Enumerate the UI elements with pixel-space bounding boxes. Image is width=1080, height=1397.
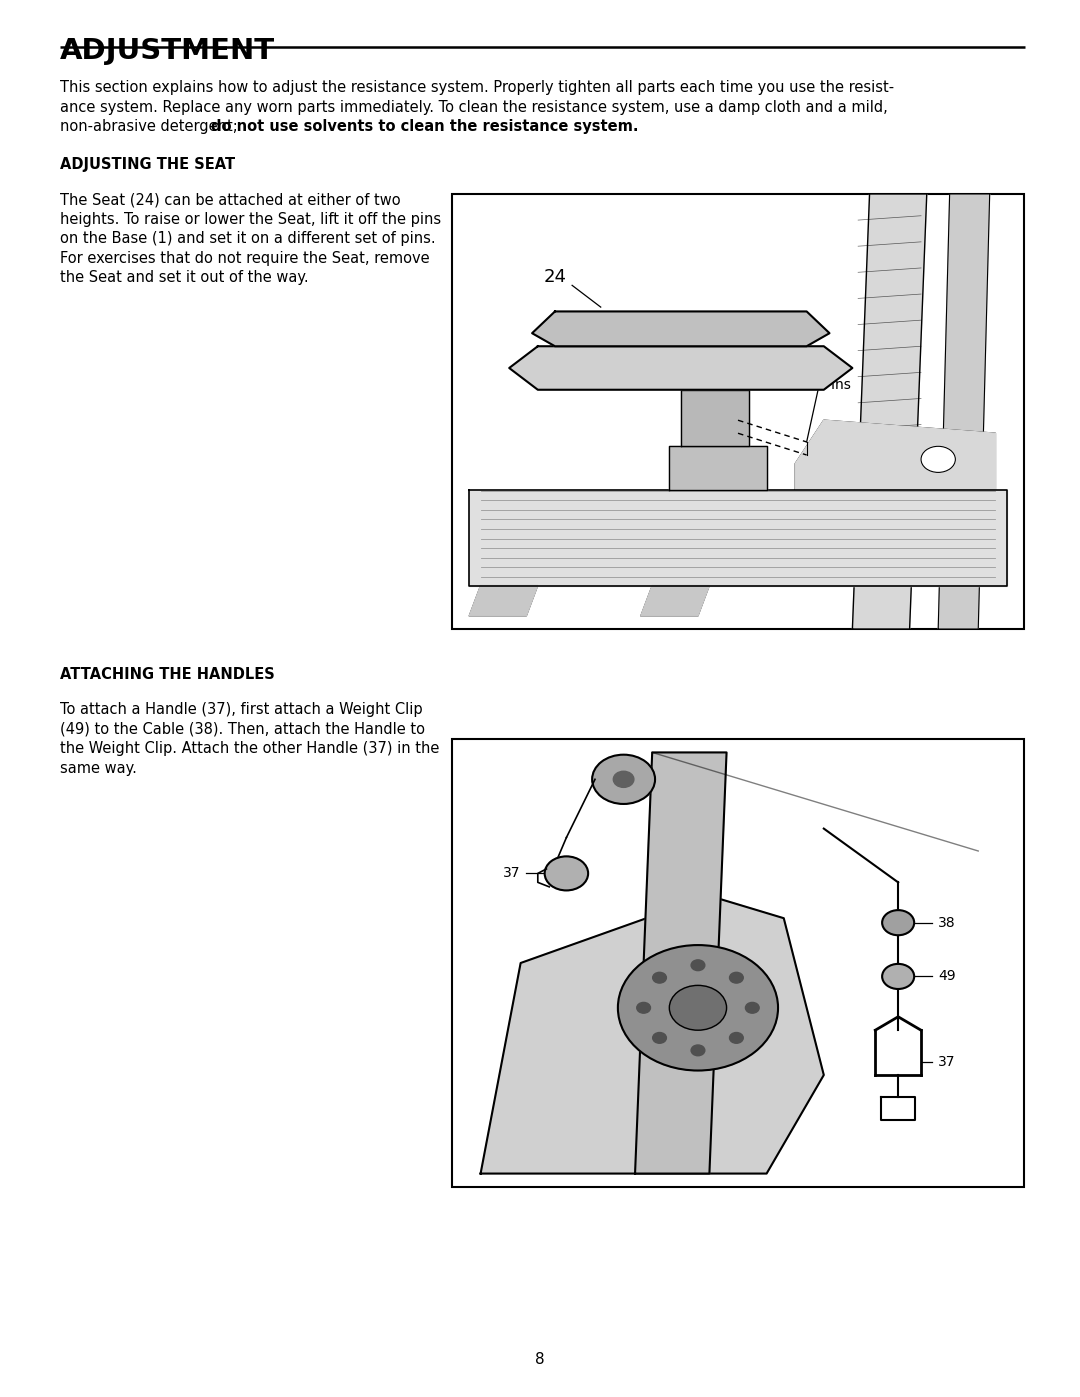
Circle shape	[882, 964, 914, 989]
Text: This section explains how to adjust the resistance system. Properly tighten all : This section explains how to adjust the …	[60, 80, 894, 95]
Text: on the Base (1) and set it on a different set of pins.: on the Base (1) and set it on a differen…	[60, 231, 435, 246]
Text: 49: 49	[939, 970, 956, 983]
Bar	[453, 194, 1024, 629]
Circle shape	[691, 1045, 705, 1056]
Circle shape	[729, 972, 743, 983]
Text: (49) to the Cable (38). Then, attach the Handle to: (49) to the Cable (38). Then, attach the…	[60, 721, 426, 736]
Text: 37: 37	[503, 866, 521, 880]
Circle shape	[921, 446, 956, 472]
Circle shape	[613, 771, 634, 788]
Circle shape	[745, 1003, 759, 1013]
Circle shape	[592, 754, 656, 803]
Text: 37: 37	[939, 1055, 956, 1069]
Bar	[453, 739, 1024, 1187]
Text: ATTACHING THE HANDLES: ATTACHING THE HANDLES	[60, 666, 274, 682]
Circle shape	[544, 856, 589, 890]
Circle shape	[652, 972, 666, 983]
Text: the Weight Clip. Attach the other Handle (37) in the: the Weight Clip. Attach the other Handle…	[60, 740, 440, 756]
Polygon shape	[481, 895, 824, 1173]
Text: To attach a Handle (37), first attach a Weight Clip: To attach a Handle (37), first attach a …	[60, 703, 422, 717]
Text: ADJUSTING THE SEAT: ADJUSTING THE SEAT	[60, 156, 235, 172]
Circle shape	[670, 985, 727, 1030]
Polygon shape	[469, 490, 1007, 585]
Text: 8: 8	[536, 1352, 544, 1368]
Polygon shape	[469, 585, 538, 616]
Circle shape	[691, 960, 705, 971]
Circle shape	[729, 1032, 743, 1044]
Polygon shape	[532, 312, 829, 346]
Text: 38: 38	[939, 915, 956, 929]
Text: ADJUSTMENT: ADJUSTMENT	[60, 36, 275, 66]
Text: 1: 1	[745, 469, 754, 483]
Polygon shape	[939, 194, 989, 629]
Text: ance system. Replace any worn parts immediately. To clean the resistance system,: ance system. Replace any worn parts imme…	[60, 99, 888, 115]
Text: heights. To raise or lower the Seat, lift it off the pins: heights. To raise or lower the Seat, lif…	[60, 211, 441, 226]
Polygon shape	[635, 753, 727, 1173]
Polygon shape	[640, 585, 710, 616]
Text: The Seat (24) can be attached at either of two: The Seat (24) can be attached at either …	[60, 191, 401, 207]
Text: For exercises that do not require the Seat, remove: For exercises that do not require the Se…	[60, 250, 430, 265]
Circle shape	[637, 1003, 650, 1013]
Circle shape	[652, 1032, 666, 1044]
Text: the Seat and set it out of the way.: the Seat and set it out of the way.	[60, 270, 309, 285]
Text: 24: 24	[543, 268, 566, 285]
Text: same way.: same way.	[60, 760, 137, 775]
Polygon shape	[680, 390, 750, 446]
Text: Pins: Pins	[824, 379, 852, 393]
Circle shape	[618, 946, 778, 1070]
Text: do not use solvents to clean the resistance system.: do not use solvents to clean the resista…	[212, 119, 638, 134]
Circle shape	[882, 909, 914, 935]
Polygon shape	[795, 420, 996, 490]
Text: non-abrasive detergent;: non-abrasive detergent;	[60, 119, 242, 134]
Polygon shape	[670, 446, 767, 490]
Polygon shape	[852, 194, 927, 629]
Polygon shape	[509, 346, 852, 390]
